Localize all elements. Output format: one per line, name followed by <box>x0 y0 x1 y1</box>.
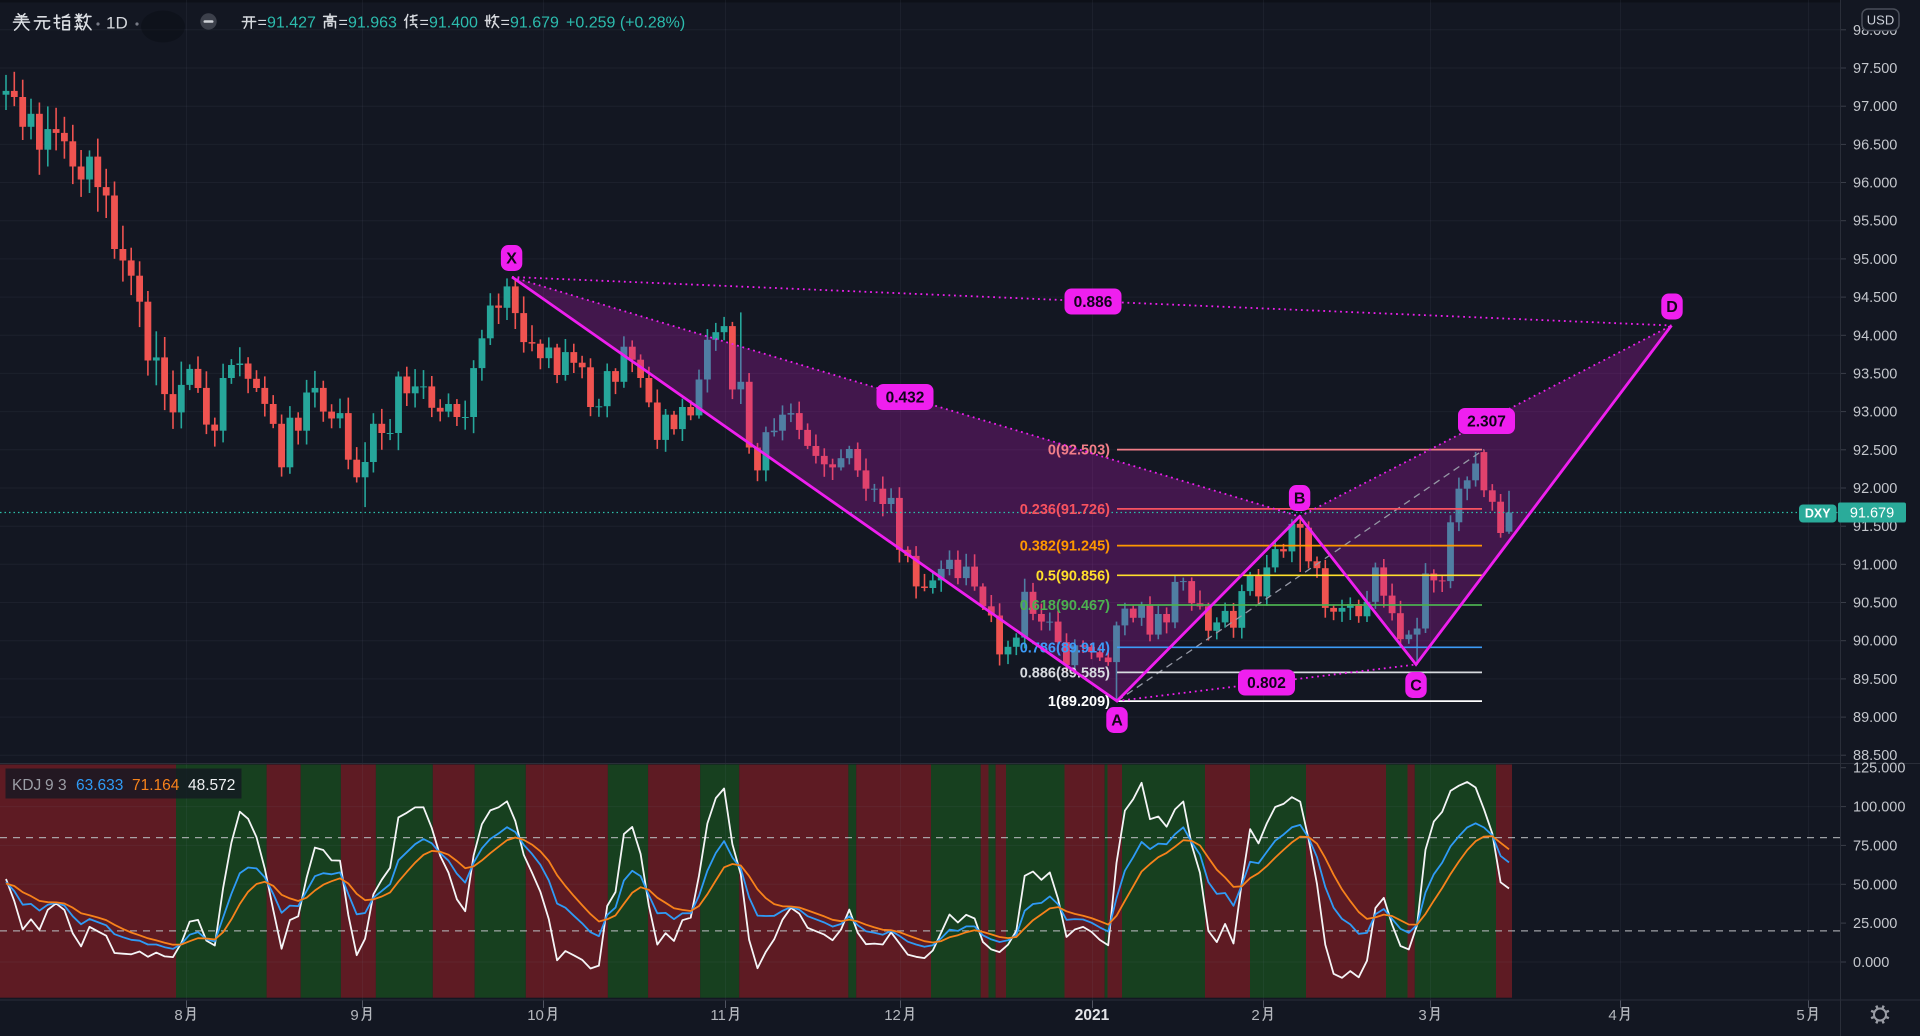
svg-text:91.963: 91.963 <box>348 15 397 32</box>
svg-text:0.432: 0.432 <box>886 390 925 407</box>
svg-text:9: 9 <box>350 1007 358 1024</box>
svg-text:1(89.209): 1(89.209) <box>1048 694 1110 710</box>
svg-text:90.000: 90.000 <box>1853 634 1897 650</box>
svg-text:11: 11 <box>710 1007 726 1024</box>
svg-text:=: = <box>501 15 510 32</box>
svg-text:92.500: 92.500 <box>1853 443 1897 459</box>
svg-text:=: = <box>339 15 348 32</box>
svg-text:0.000: 0.000 <box>1853 955 1889 971</box>
svg-text:125.000: 125.000 <box>1853 761 1905 777</box>
svg-text:91.500: 91.500 <box>1853 519 1897 535</box>
svg-text:10: 10 <box>527 1007 544 1024</box>
svg-text:88.500: 88.500 <box>1853 748 1897 764</box>
svg-text:96.000: 96.000 <box>1853 176 1897 192</box>
svg-text:0.382(91.245): 0.382(91.245) <box>1020 539 1110 555</box>
svg-text:25.000: 25.000 <box>1853 916 1897 932</box>
svg-text:89.000: 89.000 <box>1853 710 1897 726</box>
svg-text:A: A <box>1111 713 1123 730</box>
svg-text:0.236(91.726): 0.236(91.726) <box>1020 502 1110 518</box>
svg-text:X: X <box>506 251 517 268</box>
svg-text:12: 12 <box>884 1007 901 1024</box>
svg-text:=: = <box>420 15 429 32</box>
svg-text:95.000: 95.000 <box>1853 252 1897 268</box>
svg-text:8: 8 <box>174 1007 182 1024</box>
svg-text:0(92.503): 0(92.503) <box>1048 443 1110 459</box>
svg-text:0.5(90.856): 0.5(90.856) <box>1036 568 1110 584</box>
svg-text:0.886: 0.886 <box>1074 294 1113 311</box>
svg-text:4: 4 <box>1608 1007 1616 1024</box>
svg-text:B: B <box>1294 491 1306 508</box>
svg-text:75.000: 75.000 <box>1853 838 1897 854</box>
svg-text:97.000: 97.000 <box>1853 99 1897 115</box>
svg-text:C: C <box>1410 678 1422 695</box>
svg-text:0.618(90.467): 0.618(90.467) <box>1020 598 1110 614</box>
svg-text:0.802: 0.802 <box>1247 675 1286 692</box>
svg-text:D: D <box>1666 299 1678 316</box>
svg-text:2021: 2021 <box>1075 1007 1110 1024</box>
svg-text:91.679: 91.679 <box>510 15 559 32</box>
svg-text:94.500: 94.500 <box>1853 290 1897 306</box>
svg-text:94.000: 94.000 <box>1853 328 1897 344</box>
svg-text:0.886(89.585): 0.886(89.585) <box>1020 665 1110 681</box>
svg-text:92.000: 92.000 <box>1853 481 1897 497</box>
svg-text:91.400: 91.400 <box>429 15 478 32</box>
svg-text:2.307: 2.307 <box>1467 414 1506 431</box>
svg-text:91.427: 91.427 <box>267 15 316 32</box>
svg-text:97.500: 97.500 <box>1853 61 1897 77</box>
svg-text:=: = <box>258 15 267 32</box>
svg-text:93.500: 93.500 <box>1853 366 1897 382</box>
svg-text:100.000: 100.000 <box>1853 800 1905 816</box>
svg-text:1D: 1D <box>106 14 128 33</box>
svg-text:89.500: 89.500 <box>1853 672 1897 688</box>
svg-text:91.679: 91.679 <box>1850 506 1894 522</box>
svg-text:95.500: 95.500 <box>1853 214 1897 230</box>
svg-text:5: 5 <box>1796 1007 1804 1024</box>
svg-text:+0.259 (+0.28%): +0.259 (+0.28%) <box>566 15 685 32</box>
svg-text:90.500: 90.500 <box>1853 596 1897 612</box>
svg-text:USD: USD <box>1867 13 1894 28</box>
svg-text:50.000: 50.000 <box>1853 877 1897 893</box>
svg-text:96.500: 96.500 <box>1853 137 1897 153</box>
svg-text:91.000: 91.000 <box>1853 557 1897 573</box>
svg-text:DXY: DXY <box>1805 507 1831 521</box>
svg-text:0.786(89.914): 0.786(89.914) <box>1020 640 1110 656</box>
svg-text:3: 3 <box>1418 1007 1426 1024</box>
svg-text:93.000: 93.000 <box>1853 405 1897 421</box>
svg-text:2: 2 <box>1251 1007 1259 1024</box>
